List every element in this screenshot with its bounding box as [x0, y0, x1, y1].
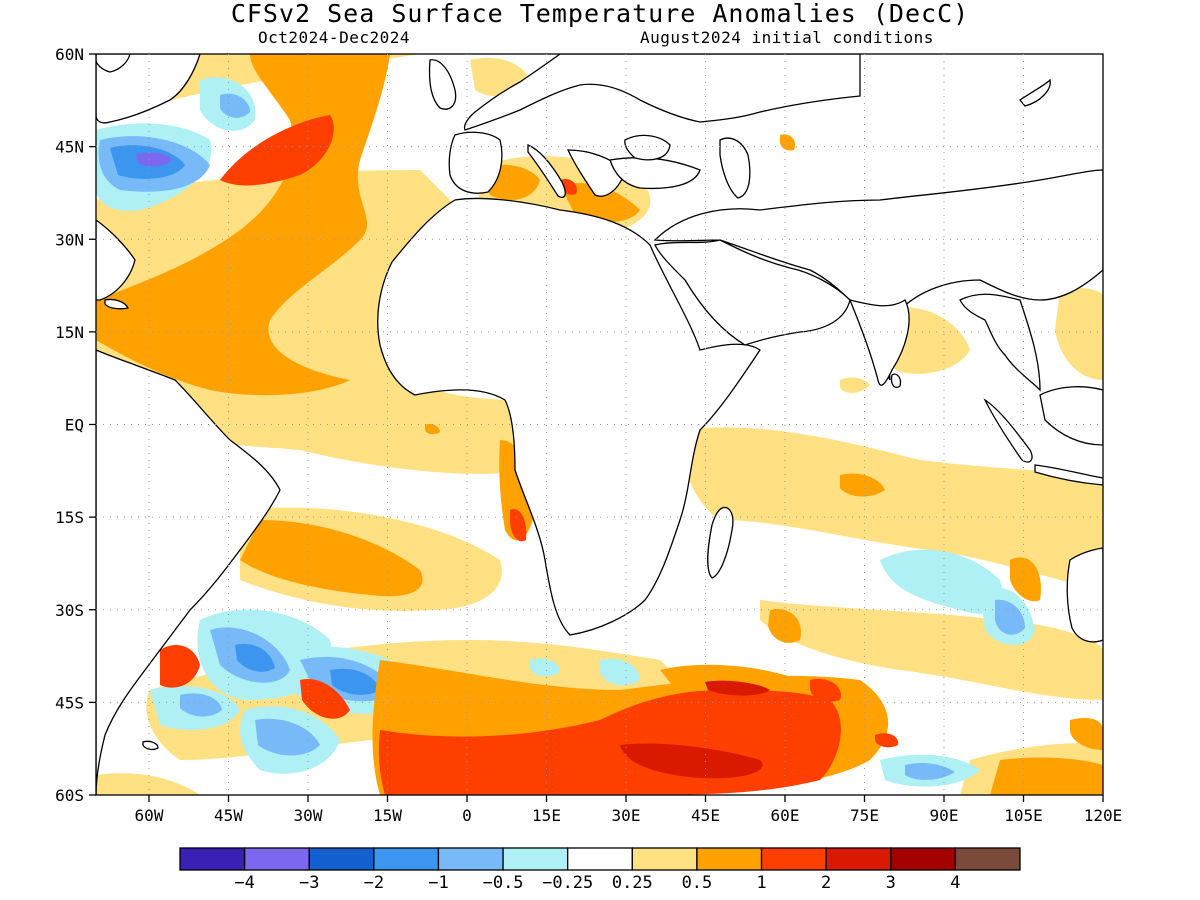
- anomaly-neg3-neg4: [136, 152, 172, 167]
- colorbar-swatch: [890, 847, 957, 871]
- lon-tick-label: 105E: [1004, 806, 1043, 825]
- forecast-period: Oct2024-Dec2024: [258, 28, 410, 47]
- japan-outline: [1019, 78, 1051, 107]
- india-outline: [848, 299, 910, 386]
- colorbar-label: 1: [756, 873, 766, 893]
- colorbar-swatch: [954, 847, 1021, 871]
- asia-outline: [653, 169, 1103, 381]
- lon-tick-label: 30W: [294, 806, 323, 825]
- latitude-axis: 60N 45N 30N 15N EQ 15S 30S 45S 60S: [55, 45, 96, 805]
- indonesia-outline: [1034, 386, 1103, 486]
- lat-tick-label: 15S: [55, 508, 84, 527]
- colorbar-swatch: [373, 847, 440, 871]
- australia-outline: [1066, 547, 1103, 643]
- falklands-outline: [142, 740, 159, 751]
- colorbar-swatch: [437, 847, 504, 871]
- colorbar-label: 0.25: [612, 873, 653, 893]
- lat-tick-label: 60S: [55, 786, 84, 805]
- colorbar-swatch: [567, 847, 633, 871]
- lon-tick-label: 0: [462, 806, 472, 825]
- black-sea: [624, 134, 671, 161]
- lon-tick-label: 45W: [214, 806, 243, 825]
- cuba-outline: [104, 298, 129, 310]
- colorbar-swatch: [179, 847, 246, 871]
- lon-tick-label: 15E: [532, 806, 561, 825]
- colorbar-swatch: [696, 847, 763, 871]
- anomaly-field: [96, 54, 1103, 795]
- lon-tick-label: 30E: [612, 806, 641, 825]
- colorbar-label: −1: [428, 873, 448, 893]
- colorbar-swatch: [243, 847, 310, 871]
- lon-tick-label: 45E: [691, 806, 720, 825]
- lat-tick-label: 45S: [55, 693, 84, 712]
- longitude-axis: 60W 45W 30W 15W 0 15E 30E 45E 60E 75E 90E 105E 120E: [135, 795, 1123, 825]
- colorbar-label: 2: [821, 873, 831, 893]
- south-america-outline: [96, 349, 281, 795]
- colorbar: −4 −3 −2 −1 −0.5 −0.25 0.25 0.5 1 2 3 4: [179, 847, 1021, 893]
- lat-tick-label: 60N: [55, 45, 84, 64]
- madagascar-outline: [707, 506, 734, 579]
- colorbar-swatch: [502, 847, 569, 871]
- lon-tick-label: 60W: [135, 806, 164, 825]
- colorbar-label: −0.25: [542, 873, 593, 893]
- sumatra-outline: [983, 398, 1033, 463]
- africa-outline: [377, 197, 761, 636]
- southeast-asia-outline: [959, 293, 1041, 392]
- lat-tick-label: 45N: [55, 138, 84, 157]
- greenland-outline: [96, 54, 131, 73]
- lat-tick-label: 30N: [55, 230, 84, 249]
- sri-lanka-outline: [890, 373, 902, 389]
- lat-tick-label: EQ: [65, 416, 84, 435]
- continent-outlines: [96, 54, 1103, 795]
- colorbar-swatch: [825, 847, 892, 871]
- lon-tick-label: 120E: [1084, 806, 1123, 825]
- map-title: CFSv2 Sea Surface Temperature Anomalies …: [230, 0, 970, 28]
- anomaly-2-3: [620, 680, 770, 779]
- caspian-sea: [719, 137, 751, 199]
- north-america-outline: [96, 54, 201, 301]
- lon-tick-label: 75E: [850, 806, 879, 825]
- uk-outline: [428, 59, 457, 110]
- colorbar-label: −4: [234, 873, 254, 893]
- initial-conditions: August2024 initial conditions: [640, 28, 934, 47]
- colorbar-label: −0.5: [483, 873, 524, 893]
- lon-tick-label: 90E: [930, 806, 959, 825]
- colorbar-swatch: [631, 847, 698, 871]
- lon-tick-label: 15W: [373, 806, 402, 825]
- lat-tick-label: 30S: [55, 601, 84, 620]
- colorbar-swatch: [760, 847, 827, 871]
- colorbar-label: −3: [299, 873, 319, 893]
- colorbar-label: 3: [886, 873, 896, 893]
- lon-tick-label: 60E: [771, 806, 800, 825]
- colorbar-swatch: [308, 847, 375, 871]
- europe-outline: [463, 54, 861, 131]
- colorbar-label: 4: [950, 873, 960, 893]
- iberia-outline: [448, 131, 503, 194]
- lat-tick-label: 15N: [55, 323, 84, 342]
- colorbar-label: −2: [364, 873, 384, 893]
- colorbar-label: 0.5: [682, 873, 713, 893]
